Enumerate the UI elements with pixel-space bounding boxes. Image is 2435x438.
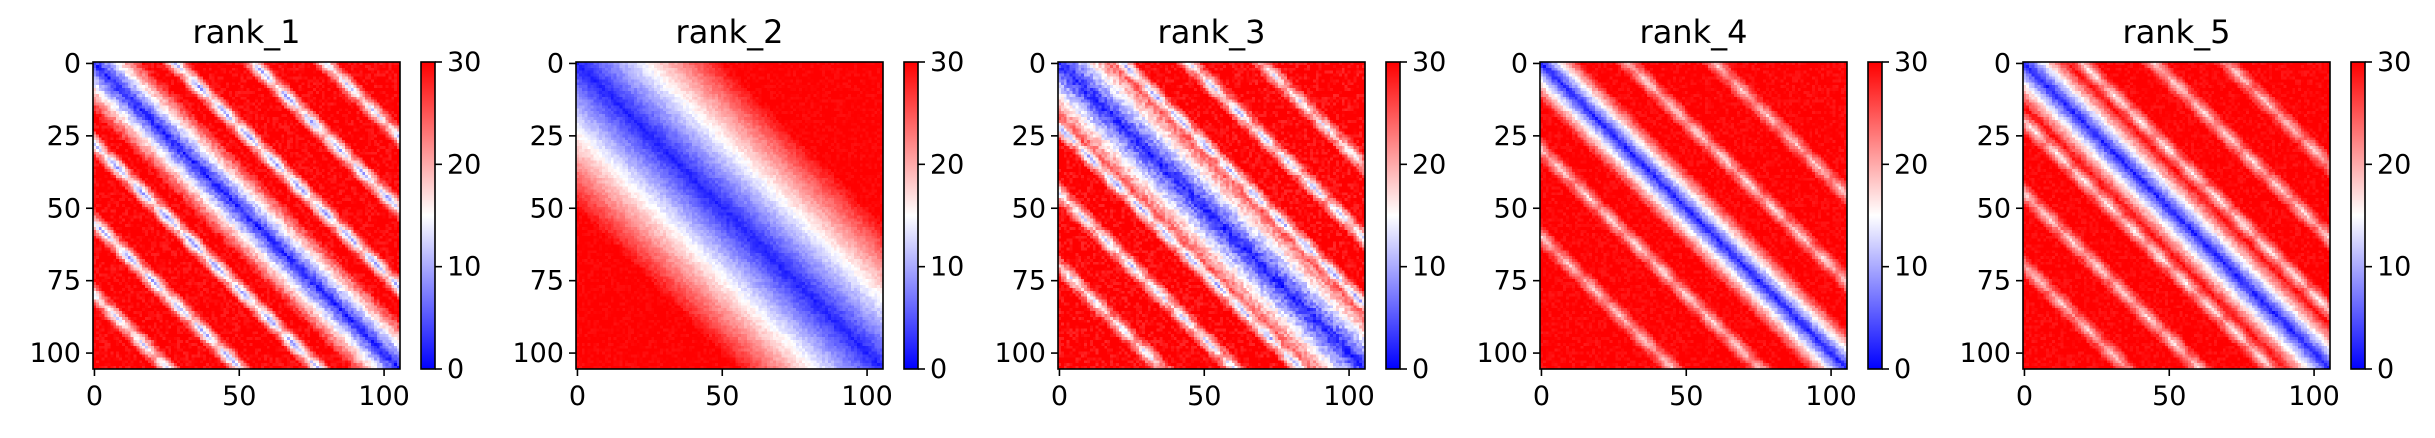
axes-frame [1057, 61, 1366, 370]
colorbar [421, 62, 435, 369]
y-tick-label: 100 [29, 338, 81, 369]
panel-title: rank_5 [2123, 13, 2231, 51]
panel-title: rank_2 [676, 13, 784, 51]
axes-frame [2022, 61, 2331, 370]
y-tick-label: 25 [47, 121, 81, 152]
heatmap-image [2023, 62, 2330, 369]
colorbar [2351, 62, 2365, 369]
y-tick-label: 0 [1994, 48, 2011, 79]
x-tick-label: 50 [1669, 381, 1703, 412]
x-tick-label: 0 [1533, 381, 1550, 412]
x-tick-label: 50 [222, 381, 256, 412]
y-tick-label: 25 [1494, 121, 1528, 152]
colorbar-frame [903, 61, 919, 370]
y-tick-label: 100 [1959, 338, 2011, 369]
colorbar-tick-label: 0 [1894, 354, 1911, 385]
axes-frame [1539, 61, 1848, 370]
y-tick-label: 50 [530, 193, 564, 224]
y-tick-label: 50 [1494, 193, 1528, 224]
y-tick-label: 100 [994, 338, 1046, 369]
colorbar-tick-label: 20 [1412, 149, 1446, 180]
y-tick-label: 50 [1012, 193, 1046, 224]
x-tick-label: 50 [1187, 381, 1221, 412]
x-tick-label: 0 [569, 381, 586, 412]
colorbar-tick-label: 0 [930, 354, 947, 385]
y-tick-label: 100 [1476, 338, 1528, 369]
axes-frame [575, 61, 884, 370]
colorbar-tick-label: 30 [1412, 47, 1446, 78]
colorbar [1386, 62, 1400, 369]
y-tick-label: 75 [1977, 266, 2011, 297]
x-tick-label: 0 [86, 381, 103, 412]
panel-title: rank_1 [193, 13, 301, 51]
colorbar-tick-label: 10 [930, 252, 964, 283]
colorbar-tick-label: 0 [2377, 354, 2394, 385]
y-tick-label: 0 [64, 48, 81, 79]
colorbar-frame [1867, 61, 1883, 370]
colorbar-tick-label: 30 [2377, 47, 2411, 78]
x-tick-label: 100 [2288, 381, 2340, 412]
axes-frame [92, 61, 401, 370]
colorbar [1868, 62, 1882, 369]
y-tick-label: 50 [1977, 193, 2011, 224]
x-tick-label: 50 [2152, 381, 2186, 412]
x-tick-label: 100 [1805, 381, 1857, 412]
y-tick-label: 25 [530, 121, 564, 152]
heatmap-image [1058, 62, 1365, 369]
y-tick-label: 75 [530, 266, 564, 297]
colorbar [904, 62, 918, 369]
x-tick-label: 0 [2016, 381, 2033, 412]
x-tick-label: 100 [358, 381, 410, 412]
y-tick-label: 75 [47, 266, 81, 297]
colorbar-tick-label: 20 [447, 149, 481, 180]
panel-title: rank_4 [1640, 13, 1748, 51]
colorbar-frame [2350, 61, 2366, 370]
y-tick-label: 100 [512, 338, 564, 369]
colorbar-tick-label: 10 [1412, 252, 1446, 283]
colorbar-tick-label: 0 [447, 354, 464, 385]
y-tick-label: 25 [1012, 121, 1046, 152]
colorbar-tick-label: 30 [1894, 47, 1928, 78]
colorbar-frame [1385, 61, 1401, 370]
heatmap-image [1540, 62, 1847, 369]
heatmap-image [576, 62, 883, 369]
y-tick-label: 75 [1494, 266, 1528, 297]
colorbar-tick-label: 20 [1894, 149, 1928, 180]
x-tick-label: 100 [1323, 381, 1375, 412]
colorbar-frame [420, 61, 436, 370]
x-tick-label: 50 [705, 381, 739, 412]
y-tick-label: 0 [547, 48, 564, 79]
y-tick-label: 75 [1012, 266, 1046, 297]
colorbar-tick-label: 10 [447, 252, 481, 283]
colorbar-tick-label: 0 [1412, 354, 1429, 385]
colorbar-tick-label: 10 [2377, 252, 2411, 283]
colorbar-tick-label: 30 [930, 47, 964, 78]
x-tick-label: 0 [1051, 381, 1068, 412]
x-tick-label: 100 [841, 381, 893, 412]
y-tick-label: 25 [1977, 121, 2011, 152]
y-tick-label: 50 [47, 193, 81, 224]
y-tick-label: 0 [1511, 48, 1528, 79]
panel-title: rank_3 [1158, 13, 1266, 51]
colorbar-tick-label: 30 [447, 47, 481, 78]
colorbar-tick-label: 10 [1894, 252, 1928, 283]
colorbar-tick-label: 20 [930, 149, 964, 180]
heatmap-image [93, 62, 400, 369]
colorbar-tick-label: 20 [2377, 149, 2411, 180]
y-tick-label: 0 [1029, 48, 1046, 79]
